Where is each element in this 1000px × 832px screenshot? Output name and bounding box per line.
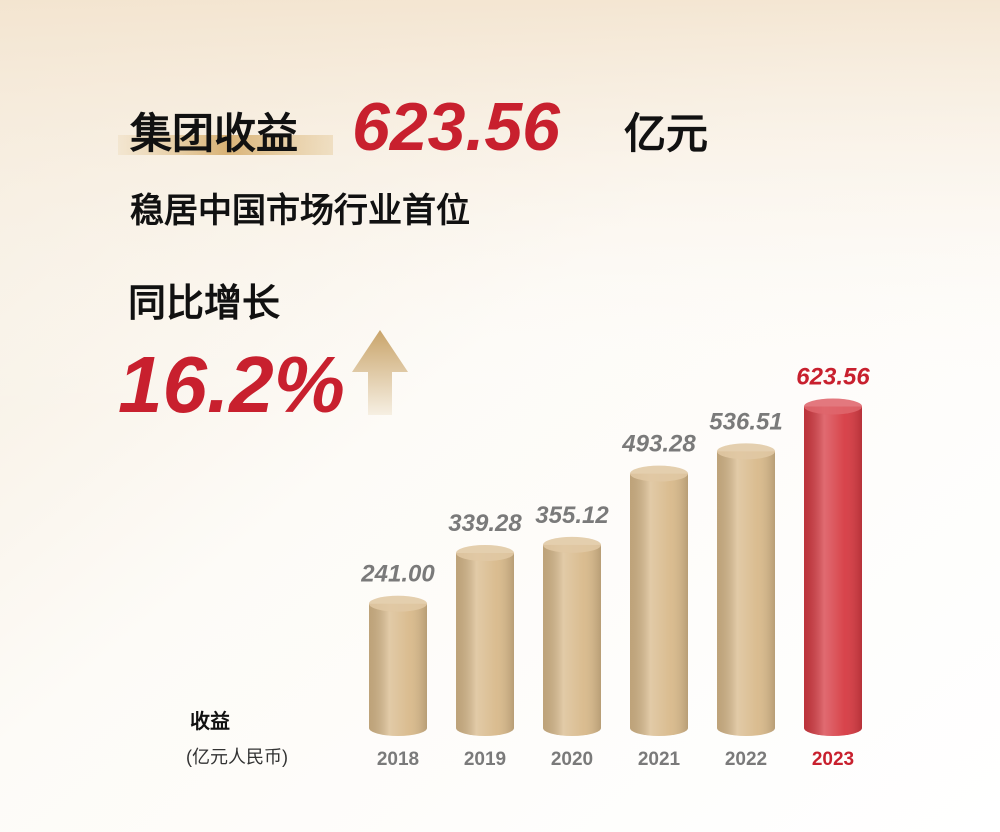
x-tick-label: 2020 bbox=[551, 749, 593, 770]
bar-top-highlight bbox=[717, 443, 775, 460]
growth-label: 同比增长 bbox=[128, 283, 280, 325]
value-label: 339.28 bbox=[448, 510, 522, 537]
bar-top bbox=[717, 443, 775, 460]
bar-shade bbox=[717, 451, 775, 736]
value-label: 493.28 bbox=[621, 431, 696, 458]
x-tick-label: 2023 bbox=[812, 749, 854, 770]
bar-top-highlight bbox=[630, 465, 688, 482]
bar-top-highlight bbox=[369, 595, 427, 612]
x-tick-label: 2018 bbox=[377, 749, 419, 770]
bar-top bbox=[804, 398, 862, 415]
headline-unit: 亿元 bbox=[624, 110, 708, 157]
y-label: 收益 bbox=[190, 709, 230, 733]
bar-top bbox=[369, 595, 427, 612]
x-tick-label: 2019 bbox=[464, 749, 506, 770]
bar-shade bbox=[804, 406, 862, 736]
growth-value: 16.2% bbox=[118, 340, 345, 429]
bar-top bbox=[543, 536, 601, 553]
y-unit: (亿元人民币) bbox=[186, 747, 288, 767]
headline-value: 623.56 bbox=[352, 89, 561, 165]
bar-top bbox=[630, 465, 688, 482]
up-arrow bbox=[352, 330, 408, 415]
value-label: 536.51 bbox=[709, 408, 782, 435]
underline bbox=[118, 135, 333, 155]
x-tick-label: 2022 bbox=[725, 749, 767, 770]
bar-top bbox=[456, 545, 514, 562]
bar-shade bbox=[543, 544, 601, 736]
value-label: 623.56 bbox=[796, 363, 870, 390]
value-label: 241.00 bbox=[360, 561, 435, 588]
bar-shade bbox=[369, 603, 427, 736]
bar-top-highlight bbox=[456, 545, 514, 562]
value-label: 355.12 bbox=[535, 502, 609, 529]
bar-top-highlight bbox=[804, 398, 862, 415]
bar-top-highlight bbox=[543, 536, 601, 553]
headline-label: 集团收益 bbox=[129, 110, 298, 157]
subtitle: 稳居中国市场行业首位 bbox=[130, 191, 470, 230]
x-tick-label: 2021 bbox=[638, 749, 681, 770]
bar-shade bbox=[456, 553, 514, 736]
bar-shade bbox=[630, 473, 688, 736]
